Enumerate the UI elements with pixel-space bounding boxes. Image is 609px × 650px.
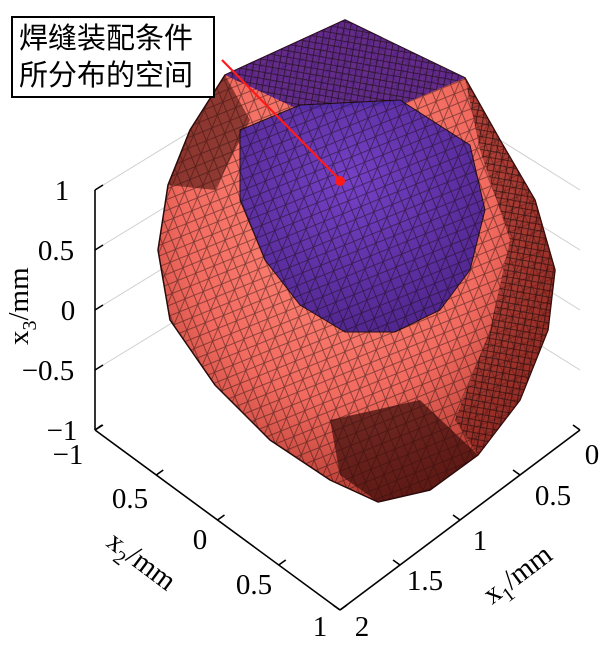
x1-tick-label: 0.5	[535, 480, 571, 512]
x2-tick-mark	[94, 424, 103, 431]
x1-tick-label: 0	[585, 439, 600, 471]
x1-tick-label: 1	[473, 525, 488, 557]
x2-tick-labels: −1 0.5 0 0.5 1	[53, 439, 328, 643]
x3-tick-label: 1	[55, 175, 70, 207]
x1-tick-mark	[512, 469, 521, 476]
bottom-dark-facet	[330, 400, 478, 502]
x1-tick-mark	[572, 424, 581, 431]
x2-label-unit: /mm	[120, 540, 182, 598]
x2-tick-mark	[339, 604, 348, 611]
x3-tick-mark	[94, 364, 104, 371]
x2-tick-label: 0.5	[236, 569, 272, 601]
x2-tick-label: 1	[313, 611, 328, 643]
annotation-box: 焊缝装配条件 所分布的空间	[11, 16, 215, 98]
x2-tick-mark	[217, 514, 225, 521]
x2-axis-label: x2/mm	[97, 525, 182, 602]
x2-tick-mark	[155, 469, 164, 476]
inner-region-mesh	[240, 100, 485, 332]
tick-marks	[94, 184, 581, 611]
x2-tick-label: 0	[193, 524, 208, 556]
x3-tick-mark	[94, 184, 104, 191]
x1-tick-mark	[332, 604, 341, 611]
x3-tick-label: 0	[61, 295, 76, 327]
x2-tick-label: −1	[53, 439, 84, 471]
annotation-marker	[335, 176, 345, 186]
right-shadow-mesh	[455, 78, 555, 455]
x3-tick-labels: 1 0.5 0 −0.5 −1	[22, 175, 78, 447]
x2-tick-mark	[278, 559, 287, 566]
annotation-pointer-line	[221, 59, 341, 181]
x3-label-sub: 3	[19, 321, 41, 331]
x2-tick-label: 0.5	[112, 483, 148, 515]
x3-tick-mark	[94, 304, 104, 311]
x3-tick-label: −1	[47, 415, 78, 447]
top-cap-mesh	[225, 20, 465, 110]
left-dark-facet	[168, 75, 250, 190]
x1-tick-mark	[392, 559, 401, 566]
x1-tick-mark	[452, 514, 461, 521]
x3-label-unit: /mm	[3, 267, 35, 321]
x3-label-main: x	[3, 330, 35, 345]
x3-axis-label: x3/mm	[3, 267, 41, 345]
x1-axis-label: x1/mm	[477, 538, 562, 615]
x1-tick-label: 2	[355, 611, 370, 643]
surface-body	[157, 19, 556, 503]
annotation-line-2: 所分布的空间	[19, 58, 194, 92]
x1-tick-label: 1.5	[407, 565, 443, 597]
annotation-line-1: 焊缝装配条件	[19, 21, 194, 55]
x3-tick-mark	[94, 244, 104, 251]
x3-tick-label: −0.5	[22, 355, 75, 387]
x1-tick-labels: 2 1.5 1 0.5 0	[355, 439, 600, 643]
x3-tick-label: 0.5	[38, 235, 74, 267]
